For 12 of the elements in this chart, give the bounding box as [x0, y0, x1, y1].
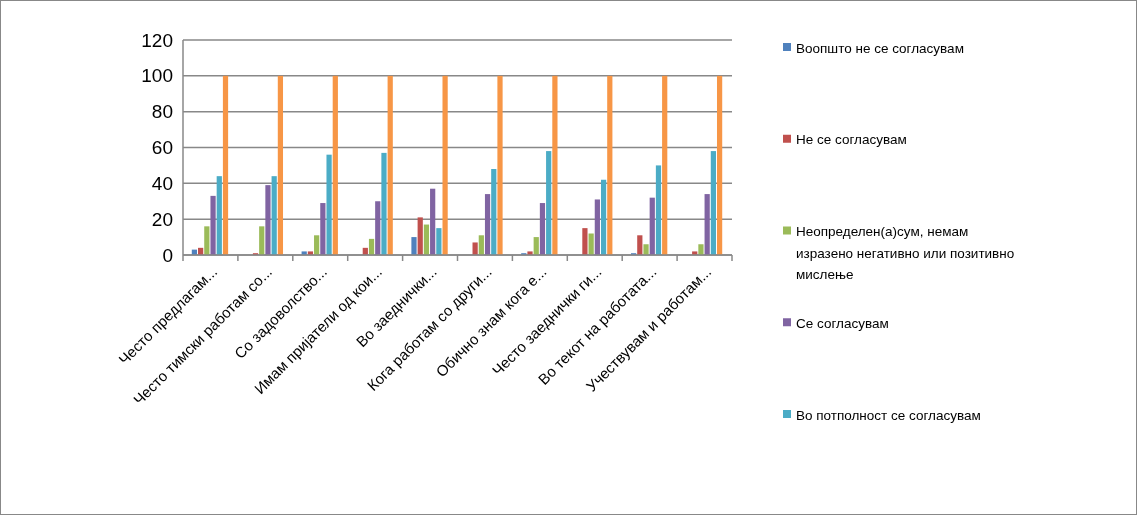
y-tick-label: 0 — [162, 244, 173, 266]
y-tick-label: 20 — [151, 208, 173, 230]
legend-label: Воопшто не се согласувам — [796, 40, 964, 56]
y-tick-label: 40 — [151, 172, 173, 194]
legend-label: Неопределен(а)сум, немам изразено негативно или позитивно мислење — [796, 224, 1015, 283]
legend-label: Во потполност се согласувам — [796, 407, 981, 423]
legend-label: Не се согласувам — [796, 132, 907, 148]
y-tick-label: 120 — [141, 29, 173, 51]
y-tick-label: 60 — [151, 137, 173, 159]
y-tick-label: 100 — [141, 65, 173, 87]
y-tick-label: 80 — [151, 101, 173, 123]
legend-label: Се согласувам — [796, 315, 889, 331]
